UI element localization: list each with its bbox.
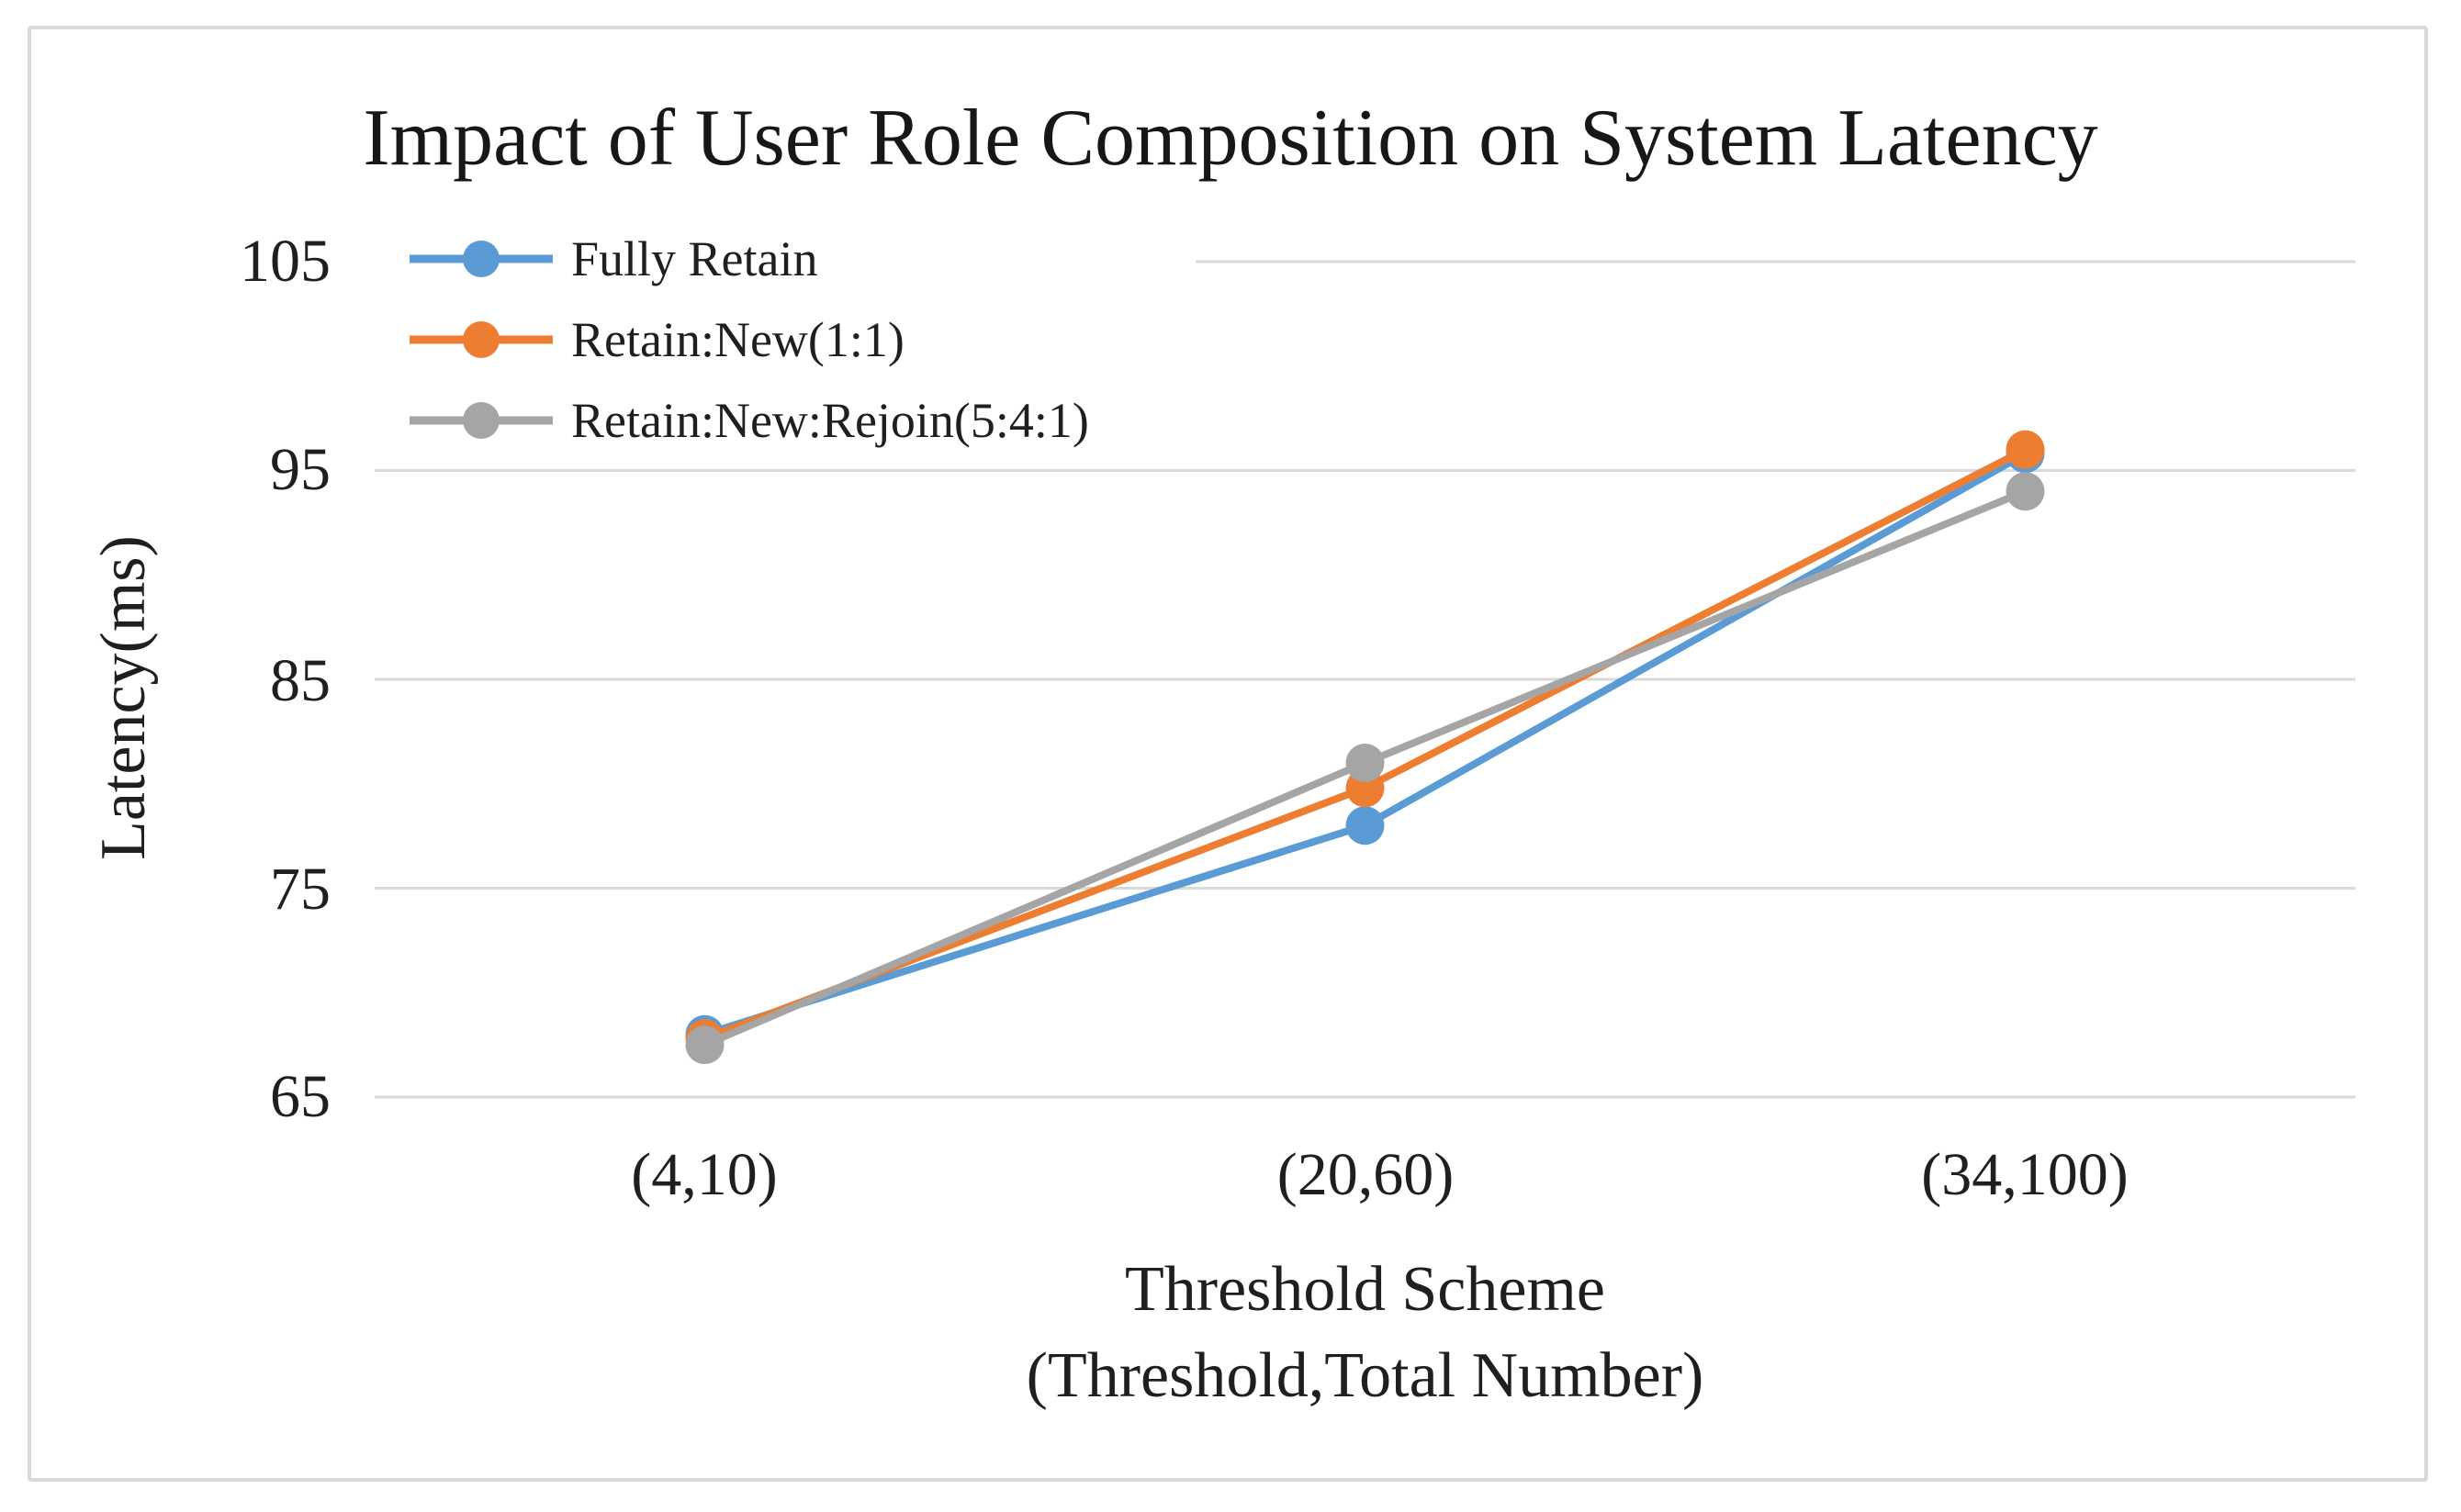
x-axis-title-line1: Threshold Scheme xyxy=(1125,1254,1605,1325)
data-point-marker xyxy=(1345,744,1385,782)
data-point-marker xyxy=(2006,472,2045,511)
x-tick-label: (20,60) xyxy=(1276,1141,1455,1208)
legend-line-marker-icon xyxy=(410,241,553,277)
legend-item: Retain:New:Rejoin(5:4:1) xyxy=(408,380,1186,461)
data-point-marker xyxy=(2006,430,2045,469)
data-point-marker xyxy=(685,1025,725,1065)
x-axis-title-line2: (Threshold,Total Number) xyxy=(1026,1340,1704,1411)
x-tick-label: (4,10) xyxy=(631,1141,778,1208)
legend-label: Fully Retain xyxy=(571,231,818,286)
x-axis-title: Threshold Scheme (Threshold,Total Number… xyxy=(375,1247,2355,1419)
legend-label: Retain:New:Rejoin(5:4:1) xyxy=(571,393,1089,448)
legend-item: Retain:New(1:1) xyxy=(408,299,1186,380)
legend-line-marker-icon xyxy=(410,402,553,439)
legend: Fully Retain Retain:New(1:1) Retain:New:… xyxy=(369,213,1196,466)
legend-item: Fully Retain xyxy=(408,218,1186,299)
data-point-marker xyxy=(1345,806,1385,846)
x-tick-label: (34,100) xyxy=(1921,1141,2129,1208)
legend-line-marker-icon xyxy=(410,321,553,358)
chart-title: Impact of User Role Composition on Syste… xyxy=(363,94,2098,183)
legend-label: Retain:New(1:1) xyxy=(571,312,905,367)
